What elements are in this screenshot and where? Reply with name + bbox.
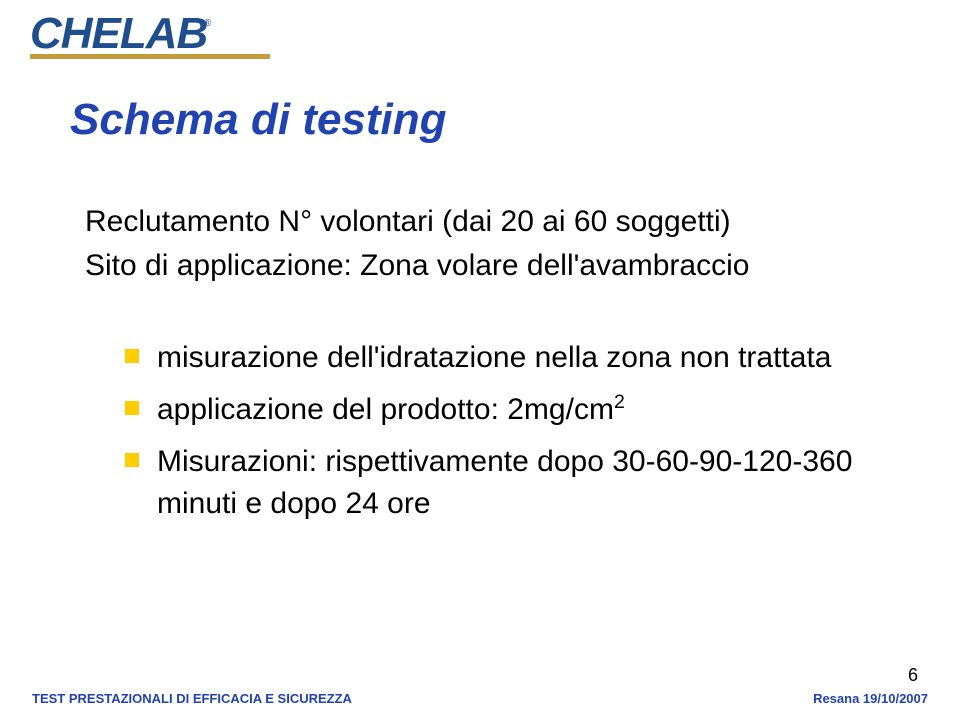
content-area: Reclutamento N° volontari (dai 20 ai 60 … xyxy=(85,200,910,525)
bullet-icon xyxy=(125,401,139,415)
lead-line-2: Sito di applicazione: Zona volare dell'a… xyxy=(85,244,910,288)
footer-left: TEST PRESTAZIONALI DI EFFICACIA E SICURE… xyxy=(32,691,352,706)
slide: CHELAB ® Schema di testing Reclutamento … xyxy=(0,0,960,716)
page-number: 6 xyxy=(908,665,918,686)
bullet-icon xyxy=(125,453,139,467)
list-item: applicazione del prodotto: 2mg/cm2 xyxy=(125,389,910,431)
list-item: misurazione dell'idratazione nella zona … xyxy=(125,337,910,379)
bullet-list: misurazione dell'idratazione nella zona … xyxy=(125,337,910,525)
bullet-text: misurazione dell'idratazione nella zona … xyxy=(157,337,831,379)
list-item: Misurazioni: rispettivamente dopo 30-60-… xyxy=(125,441,910,525)
logo: CHELAB ® xyxy=(30,12,270,59)
registered-mark-icon: ® xyxy=(204,18,211,29)
bullet-text: Misurazioni: rispettivamente dopo 30-60-… xyxy=(157,441,910,525)
bullet-text-main: applicazione del prodotto: 2mg/cm xyxy=(157,393,614,426)
footer: TEST PRESTAZIONALI DI EFFICACIA E SICURE… xyxy=(0,691,960,706)
lead-line-1: Reclutamento N° volontari (dai 20 ai 60 … xyxy=(85,200,910,244)
logo-text: CHELAB xyxy=(30,9,207,58)
bullet-text: applicazione del prodotto: 2mg/cm2 xyxy=(157,389,625,431)
bullet-icon xyxy=(125,349,139,363)
slide-title: Schema di testing xyxy=(70,95,910,145)
bullet-superscript: 2 xyxy=(614,391,625,413)
footer-right: Resana 19/10/2007 xyxy=(813,691,928,706)
